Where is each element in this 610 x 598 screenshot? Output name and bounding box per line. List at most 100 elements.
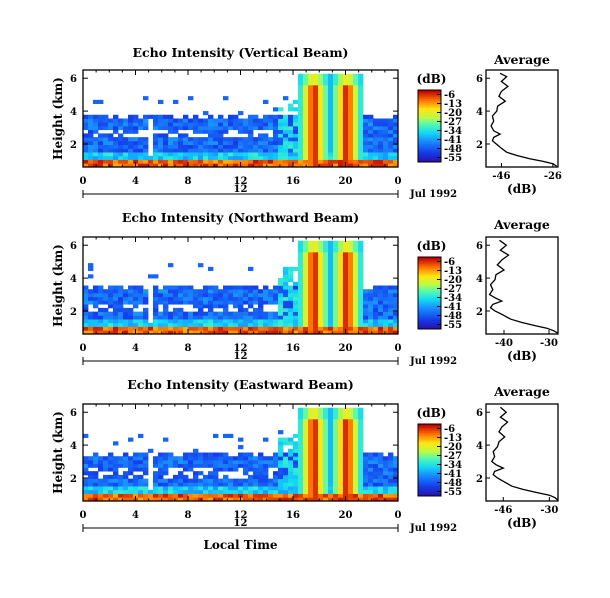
heatmap-cell — [373, 497, 379, 502]
heatmap-cell — [353, 292, 359, 298]
heatmap-cell — [233, 125, 239, 131]
heatmap-cell — [208, 452, 214, 457]
heatmap-cell — [118, 163, 124, 168]
heatmap-cell — [278, 281, 284, 286]
heatmap-cell — [108, 456, 114, 461]
heatmap-cell — [328, 311, 334, 316]
heatmap-cell — [118, 322, 124, 327]
heatmap-cell — [238, 159, 244, 164]
heatmap-cell — [343, 96, 349, 101]
heatmap-cell — [153, 311, 159, 316]
heatmap-cell — [258, 148, 264, 153]
heatmap-cell — [223, 304, 229, 309]
heatmap-cell — [313, 430, 319, 435]
colorbar-swatch — [418, 442, 441, 445]
heatmap-cell — [353, 315, 359, 320]
heatmap-cell — [223, 315, 229, 320]
heatmap-cell — [318, 322, 324, 327]
heatmap-cell — [318, 478, 324, 483]
heatmap-cell — [343, 489, 349, 494]
heatmap-cell — [338, 163, 344, 168]
heatmap-cell — [123, 140, 129, 146]
heatmap-cell — [388, 155, 394, 160]
heatmap-cell — [258, 315, 264, 320]
heatmap-cell — [203, 152, 209, 157]
heatmap-cell — [308, 159, 314, 164]
heatmap-cell — [303, 240, 309, 245]
heatmap-cell — [133, 129, 139, 134]
heatmap-cell — [358, 266, 364, 271]
heatmap-cell — [143, 452, 149, 457]
heatmap-cell — [393, 159, 399, 164]
heatmap-cell — [173, 137, 179, 142]
heatmap-cell — [303, 73, 309, 78]
heatmap-cell — [228, 456, 234, 461]
heatmap-cell — [328, 415, 334, 420]
heatmap-cell — [348, 497, 354, 502]
heatmap-cell — [328, 107, 334, 112]
heatmap-cell — [143, 122, 149, 127]
heatmap-cell — [333, 259, 339, 264]
heatmap-cell — [323, 300, 329, 305]
x-tick-label: 16 — [286, 343, 300, 354]
heatmap-cell — [183, 478, 189, 483]
colorbar-swatch — [418, 109, 441, 113]
heatmap-cell — [333, 459, 339, 465]
heatmap-cell — [343, 319, 349, 324]
heatmap-cell — [308, 99, 314, 104]
heatmap-cell — [383, 140, 389, 146]
heatmap-cell — [303, 129, 309, 134]
heatmap-cell — [123, 137, 129, 142]
heatmap-cell — [308, 244, 314, 249]
heatmap-cell — [298, 411, 304, 416]
heatmap-cell — [353, 304, 359, 309]
heatmap-cell — [303, 448, 309, 453]
heatmap-cell — [113, 300, 119, 305]
heatmap-cell — [348, 456, 354, 461]
heatmap-cell — [358, 296, 364, 301]
heatmap-cell — [178, 478, 184, 483]
heatmap-cell — [323, 137, 329, 142]
heatmap-cell — [173, 319, 179, 324]
heatmap-cell — [98, 486, 104, 491]
heatmap-cell — [98, 459, 104, 465]
heatmap-cell — [253, 285, 259, 290]
colorbar-swatch — [418, 302, 441, 305]
heatmap-cell — [348, 155, 354, 160]
heatmap-cell — [198, 300, 204, 305]
heatmap-cell — [348, 452, 354, 457]
heatmap-cell — [153, 118, 159, 123]
heatmap-cell — [163, 482, 169, 487]
heatmap-cell — [133, 463, 139, 468]
heatmap-cell — [258, 456, 264, 461]
heatmap-cell — [213, 315, 219, 320]
heatmap-cell — [223, 456, 229, 461]
colorbar-swatch — [418, 433, 441, 436]
heatmap-cell — [303, 486, 309, 491]
heatmap-cell — [323, 330, 329, 335]
heatmap-cell — [268, 163, 274, 168]
heatmap-cell — [268, 148, 274, 153]
heatmap-cell — [243, 152, 249, 157]
heatmap-cell — [163, 493, 169, 498]
heatmap-cell — [258, 125, 264, 131]
heatmap-cell — [363, 140, 369, 146]
heatmap-cell — [88, 159, 94, 164]
heatmap-cell — [378, 133, 384, 138]
heatmap-cell — [243, 319, 249, 324]
heatmap-cell — [333, 266, 339, 271]
heatmap-cell — [338, 129, 344, 134]
heatmap-cell — [203, 459, 209, 465]
heatmap-cell — [268, 489, 274, 494]
heatmap-cell — [318, 422, 324, 427]
heatmap-cell — [373, 322, 379, 327]
heatmap-cell — [273, 300, 279, 305]
heatmap-cell — [358, 125, 364, 131]
heatmap-cell — [353, 441, 359, 446]
heatmap-cell — [353, 281, 359, 286]
heatmap-cell — [263, 144, 269, 149]
heatmap-cell — [108, 155, 114, 160]
heatmap-cell — [368, 315, 374, 320]
heatmap-cell — [338, 125, 344, 131]
heatmap-cell — [83, 319, 89, 324]
